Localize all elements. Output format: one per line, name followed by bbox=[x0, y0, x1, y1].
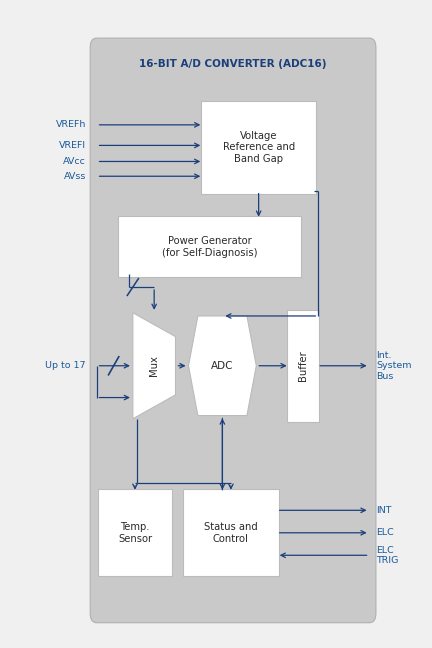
FancyBboxPatch shape bbox=[98, 489, 172, 576]
Text: ELC: ELC bbox=[376, 528, 394, 537]
Text: Temp.
Sensor: Temp. Sensor bbox=[118, 522, 152, 544]
Text: AVcc: AVcc bbox=[63, 157, 86, 166]
Polygon shape bbox=[133, 313, 175, 419]
Text: VREFh: VREFh bbox=[56, 121, 86, 130]
Polygon shape bbox=[188, 316, 256, 415]
Text: VREFl: VREFl bbox=[59, 141, 86, 150]
FancyBboxPatch shape bbox=[183, 489, 279, 576]
Text: Int.
System
Bus: Int. System Bus bbox=[376, 351, 411, 380]
Text: INT: INT bbox=[376, 506, 391, 515]
FancyBboxPatch shape bbox=[201, 100, 316, 194]
Text: Voltage
Reference and
Band Gap: Voltage Reference and Band Gap bbox=[222, 131, 295, 164]
Text: ELC
TRIG: ELC TRIG bbox=[376, 546, 398, 565]
Text: Power Generator
(for Self-Diagnosis): Power Generator (for Self-Diagnosis) bbox=[162, 236, 257, 258]
FancyBboxPatch shape bbox=[287, 310, 319, 422]
Text: Mux: Mux bbox=[149, 355, 159, 376]
Text: 16-BIT A/D CONVERTER (ADC16): 16-BIT A/D CONVERTER (ADC16) bbox=[139, 59, 327, 69]
Text: Up to 17: Up to 17 bbox=[45, 361, 86, 370]
Text: Buffer: Buffer bbox=[299, 351, 308, 381]
Text: Status and
Control: Status and Control bbox=[204, 522, 258, 544]
Text: AVss: AVss bbox=[64, 172, 86, 181]
Text: ADC: ADC bbox=[211, 361, 234, 371]
FancyBboxPatch shape bbox=[90, 38, 376, 623]
FancyBboxPatch shape bbox=[118, 216, 301, 277]
